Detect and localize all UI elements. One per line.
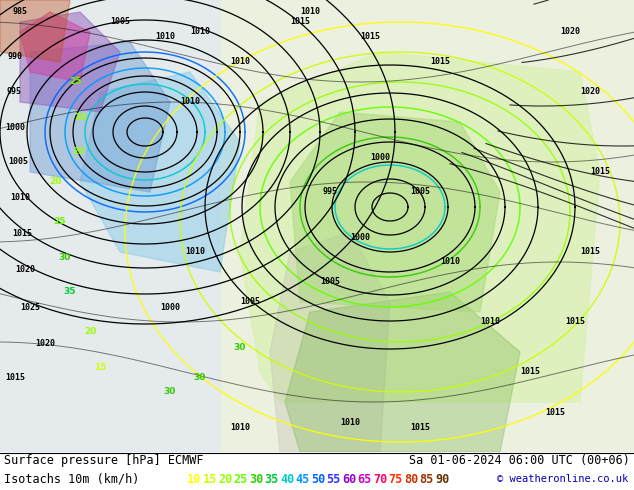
Text: 20: 20 xyxy=(49,177,61,187)
Text: 1015: 1015 xyxy=(590,168,610,176)
Text: 50: 50 xyxy=(311,473,325,486)
Text: 1025: 1025 xyxy=(20,302,40,312)
Text: 1005: 1005 xyxy=(8,157,28,167)
Text: 1005: 1005 xyxy=(240,297,260,307)
Polygon shape xyxy=(240,52,600,402)
Polygon shape xyxy=(0,0,70,62)
Text: 1010: 1010 xyxy=(155,32,175,42)
Text: 1015: 1015 xyxy=(430,57,450,67)
Text: 1015: 1015 xyxy=(12,229,32,239)
Text: 1010: 1010 xyxy=(185,247,205,256)
Text: 1015: 1015 xyxy=(545,408,565,416)
Text: 30: 30 xyxy=(249,473,263,486)
Text: 1005: 1005 xyxy=(410,188,430,196)
Text: 985: 985 xyxy=(13,7,27,17)
Text: 1020: 1020 xyxy=(35,340,55,348)
Text: 20: 20 xyxy=(84,327,96,337)
Text: 30: 30 xyxy=(164,388,176,396)
Bar xyxy=(0,0,220,452)
Text: 30: 30 xyxy=(194,372,206,382)
Polygon shape xyxy=(20,12,120,112)
Text: 25: 25 xyxy=(233,473,248,486)
Polygon shape xyxy=(20,12,90,82)
Text: 1000: 1000 xyxy=(370,152,390,162)
Text: 1015: 1015 xyxy=(565,318,585,326)
Text: 1000: 1000 xyxy=(5,122,25,131)
Text: Sa 01-06-2024 06:00 UTC (00+06): Sa 01-06-2024 06:00 UTC (00+06) xyxy=(409,454,630,467)
Text: 1010: 1010 xyxy=(480,318,500,326)
Text: 20: 20 xyxy=(218,473,232,486)
Text: 1020: 1020 xyxy=(580,88,600,97)
Text: 30: 30 xyxy=(234,343,246,351)
Text: 990: 990 xyxy=(8,52,22,62)
Text: © weatheronline.co.uk: © weatheronline.co.uk xyxy=(497,474,628,484)
Text: 10: 10 xyxy=(187,473,201,486)
Text: 30: 30 xyxy=(59,252,71,262)
Text: 45: 45 xyxy=(295,473,310,486)
Text: Surface pressure [hPa] ECMWF: Surface pressure [hPa] ECMWF xyxy=(4,454,204,467)
Text: 1020: 1020 xyxy=(15,266,35,274)
Text: 90: 90 xyxy=(435,473,450,486)
Text: 1010: 1010 xyxy=(340,417,360,426)
Text: 1000: 1000 xyxy=(350,232,370,242)
Text: 35: 35 xyxy=(64,288,76,296)
Text: 55: 55 xyxy=(327,473,340,486)
Text: 40: 40 xyxy=(280,473,294,486)
Text: 1000: 1000 xyxy=(160,302,180,312)
Bar xyxy=(220,0,634,452)
Text: 1015: 1015 xyxy=(360,32,380,42)
Text: 1010: 1010 xyxy=(180,98,200,106)
Text: 75: 75 xyxy=(389,473,403,486)
Polygon shape xyxy=(30,42,170,192)
Text: Isotachs 10m (km/h): Isotachs 10m (km/h) xyxy=(4,473,139,486)
Text: 65: 65 xyxy=(358,473,372,486)
Text: 1010: 1010 xyxy=(10,193,30,201)
Text: 25: 25 xyxy=(68,77,81,87)
Polygon shape xyxy=(285,292,520,452)
Polygon shape xyxy=(270,232,390,452)
Text: 1020: 1020 xyxy=(560,27,580,36)
Text: 1010: 1010 xyxy=(300,7,320,17)
Text: 1015: 1015 xyxy=(5,372,25,382)
Text: 1015: 1015 xyxy=(520,368,540,376)
Text: 15: 15 xyxy=(94,363,107,371)
Text: 20: 20 xyxy=(74,113,86,122)
Text: 1010: 1010 xyxy=(230,57,250,67)
Text: 1015: 1015 xyxy=(410,422,430,432)
Text: 1010: 1010 xyxy=(190,27,210,36)
Text: 15: 15 xyxy=(202,473,217,486)
Text: 20: 20 xyxy=(72,147,84,156)
Polygon shape xyxy=(80,72,240,272)
Text: 80: 80 xyxy=(404,473,418,486)
Text: 1015: 1015 xyxy=(290,18,310,26)
Text: 25: 25 xyxy=(54,218,66,226)
Text: 995: 995 xyxy=(323,188,337,196)
Text: 1010: 1010 xyxy=(230,422,250,432)
Text: 995: 995 xyxy=(6,88,22,97)
Text: 70: 70 xyxy=(373,473,387,486)
Text: 1005: 1005 xyxy=(320,277,340,287)
Text: 85: 85 xyxy=(420,473,434,486)
Text: 1015: 1015 xyxy=(580,247,600,256)
Text: 1010: 1010 xyxy=(440,258,460,267)
Text: 60: 60 xyxy=(342,473,356,486)
Polygon shape xyxy=(290,112,500,312)
Text: 1005: 1005 xyxy=(110,18,130,26)
Text: 35: 35 xyxy=(264,473,279,486)
